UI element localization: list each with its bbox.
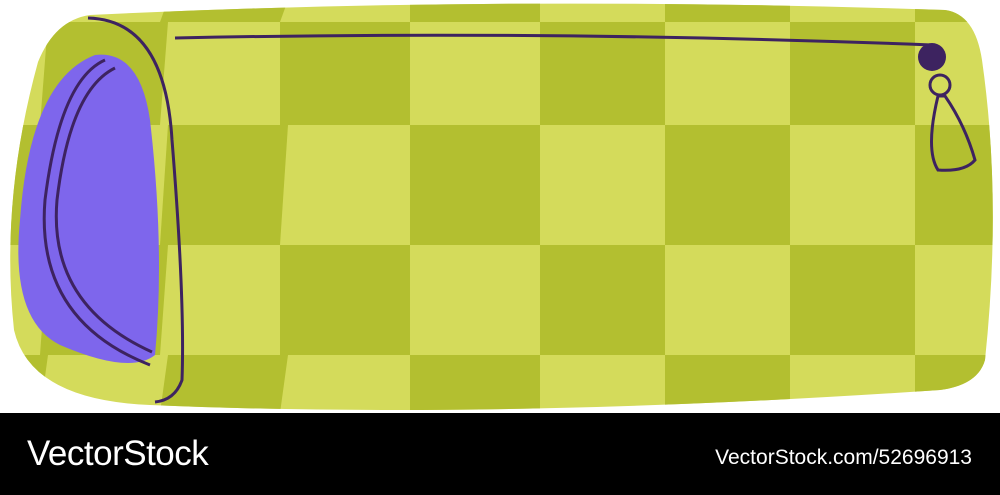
checker-cell [915, 125, 993, 245]
pencil-case-illustration [10, 3, 993, 410]
case-opening-lining [18, 54, 159, 364]
zipper-head-icon [918, 43, 946, 71]
checker-cell [665, 3, 790, 22]
checker-cell [10, 355, 48, 410]
checker-cell [540, 22, 665, 125]
checker-cell [410, 355, 540, 410]
watermark-band [0, 413, 1000, 495]
opening-seam [87, 16, 185, 404]
checker-cell [790, 245, 915, 355]
checker-cell [410, 125, 540, 245]
checker-cell [410, 3, 540, 22]
checker-cell [915, 355, 993, 410]
checker-cell [540, 245, 665, 355]
checker-cell [790, 22, 915, 125]
watermark-id: VectorStock.com/52696913 [715, 446, 972, 469]
checker-cell [160, 125, 288, 245]
checker-cell [280, 245, 410, 355]
lining-stitch-inner [54, 66, 153, 354]
checker-cell [160, 3, 288, 22]
checker-cell [915, 3, 993, 22]
checker-cell [665, 125, 790, 245]
zipper-pull-icon [930, 94, 977, 172]
checker-cell [280, 22, 410, 125]
checker-cell [160, 355, 288, 410]
checker-cell [10, 3, 48, 22]
lining-stitch-outer [42, 58, 151, 367]
zipper-line [174, 33, 933, 47]
checker-cell [665, 355, 790, 410]
watermark-brand: VectorStock [27, 434, 209, 473]
